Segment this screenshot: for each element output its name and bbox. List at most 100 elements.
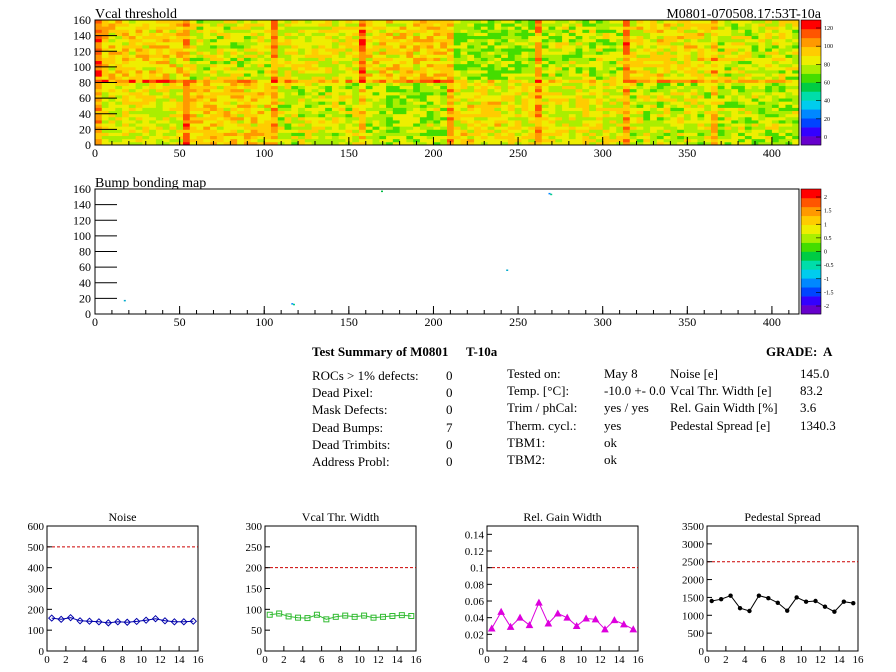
heatmap-cell [467,95,475,99]
heatmap-cell [311,85,319,90]
heatmap-cell [352,20,360,24]
heatmap-cell [555,73,563,77]
heatmap-cell [223,79,231,83]
heatmap-cell [683,88,692,93]
heatmap-cell [311,91,319,96]
bump-x-tick-label: 0 [92,315,98,329]
heatmap-cell [413,126,421,130]
heatmap-cell [717,26,725,30]
heatmap-cell [250,57,258,62]
heatmap-cell [318,79,326,83]
heatmap-cell [778,82,786,87]
heatmap-cell [609,45,617,49]
heatmap-cell [149,135,157,140]
heatmap-cell [507,116,516,121]
heatmap-cell [568,41,577,46]
heatmap-cell [325,88,333,93]
heatmap-cell [629,116,637,121]
heatmap-cell [453,38,461,43]
heatmap-cell [494,41,502,46]
heatmap-cell [670,135,678,140]
heatmap-cell [203,45,211,49]
heatmap-cell [575,41,583,46]
heatmap-cell [386,51,394,55]
heatmap-cell [183,41,191,46]
heatmap-cell [250,76,258,80]
heatmap-cell [108,60,116,65]
heatmap-cell [392,85,401,90]
heatmap-cell [216,51,225,55]
heatmap-cell [440,116,448,121]
heatmap-cell [677,35,685,40]
heatmap-cell [142,66,150,71]
heatmap-cell [582,70,590,74]
heatmap-cell [528,116,536,121]
heatmap-cell [494,138,502,143]
heatmap-cell [697,57,705,62]
heatmap-cell [548,51,556,55]
heatmap-cell [210,73,218,77]
heatmap-cell [230,95,238,99]
heatmap-cell [494,35,502,40]
heatmap-cell [501,123,509,127]
heatmap-cell [325,38,333,43]
heatmap-cell [298,48,306,52]
heatmap-cell [616,70,624,74]
heatmap-cell [399,23,407,27]
heatmap-cell [447,95,455,99]
heatmap-cell [609,116,617,121]
heatmap-cell [162,104,170,108]
heatmap-cell [453,41,461,46]
heatmap-cell [487,107,495,112]
heatmap-cell [440,110,448,115]
heatmap-cell [392,101,401,105]
heatmap-cell [738,48,746,52]
heatmap-cell [237,32,245,37]
heatmap-cell [575,51,583,55]
heatmap-cell [460,135,468,140]
heatmap-cell [257,135,265,140]
heatmap-cell [176,110,184,115]
heatmap-cell [183,104,191,108]
heatmap-cell [203,23,211,27]
heatmap-cell [304,116,313,121]
heatmap-cell [406,29,414,33]
heatmap-cell [169,38,177,43]
bump-point [293,303,295,306]
heatmap-cell [399,113,407,118]
heatmap-cell [677,95,685,99]
heatmap-cell [704,60,712,65]
heatmap-cell [589,126,597,130]
heatmap-cell [663,41,671,46]
heatmap-cell [271,51,279,55]
heatmap-cell [636,32,644,37]
heatmap-cell [514,63,522,68]
vcal-width-point [398,612,405,619]
heatmap-cell [426,135,434,140]
heatmap-cell [629,129,637,133]
heatmap-cell [778,38,786,43]
heatmap-cell [731,116,739,121]
heatmap-cell [304,113,313,118]
heatmap-cell [318,88,326,93]
heatmap-cell [257,70,265,74]
heatmap-cell [778,126,786,130]
heatmap-cell [751,70,759,74]
heatmap-cell [670,98,678,102]
heatmap-cell [460,54,468,58]
heatmap-cell [406,141,414,146]
heatmap-cell [223,120,231,124]
heatmap-cell [155,95,164,99]
heatmap-cell [609,29,617,33]
heatmap-cell [636,48,644,52]
heatmap-cell [589,85,597,90]
heatmap-cell [602,63,610,68]
heatmap-cell [359,113,367,118]
heatmap-cell [379,138,387,143]
heatmap-cell [480,110,489,115]
heatmap-cell [155,63,164,68]
heatmap-cell [785,132,793,137]
heatmap-cell [480,98,489,102]
heatmap-cell [392,26,401,30]
heatmap-cell [345,88,353,93]
